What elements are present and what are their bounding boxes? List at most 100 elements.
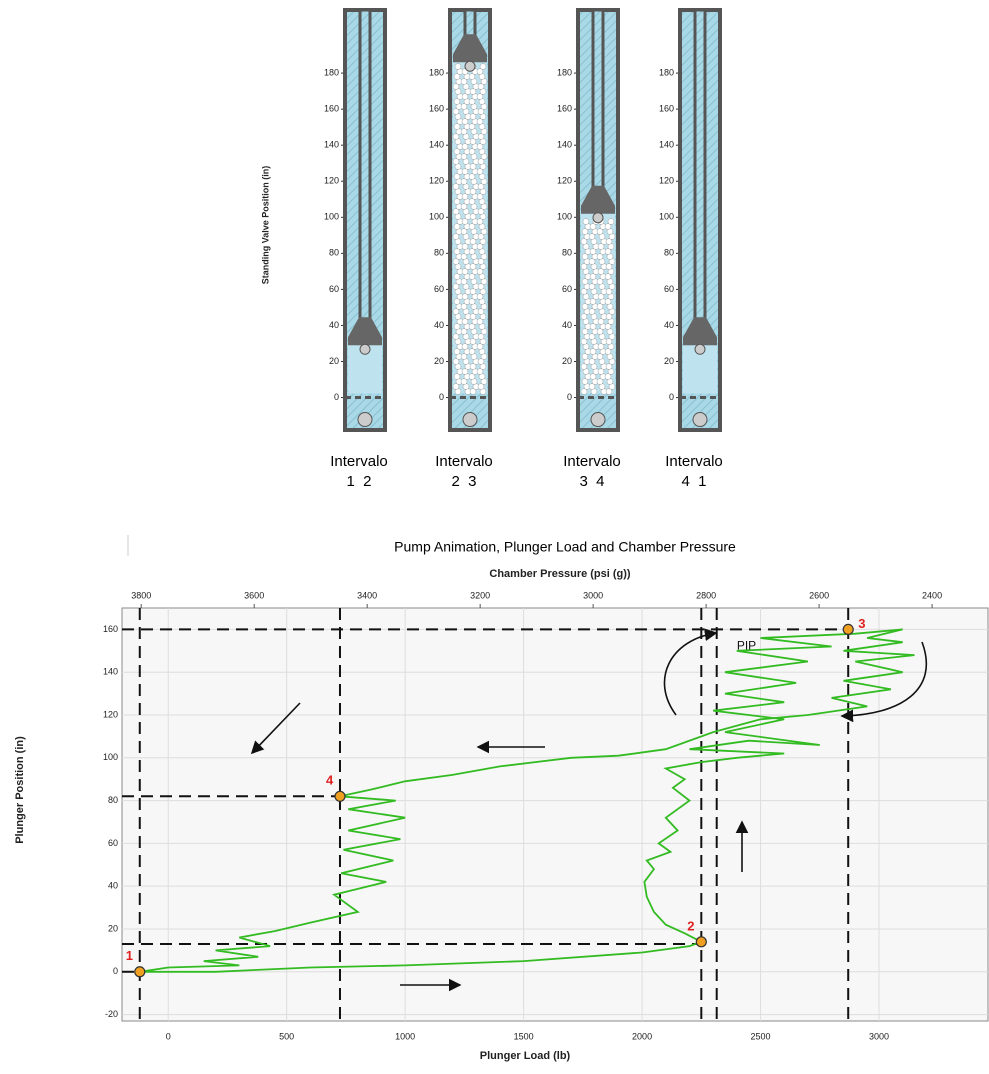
bubble bbox=[453, 148, 461, 155]
bubble bbox=[454, 63, 462, 70]
y-tick-label: 100 bbox=[557, 212, 572, 222]
panel-interval: 2 3 bbox=[451, 473, 476, 490]
bubble bbox=[453, 348, 461, 355]
bubble bbox=[460, 378, 468, 385]
y-tick-label: 140 bbox=[429, 140, 444, 150]
bubble bbox=[581, 328, 589, 335]
y-tick-label: 40 bbox=[664, 320, 674, 330]
key-point bbox=[842, 623, 854, 635]
arrow bbox=[663, 628, 718, 716]
bubble bbox=[581, 353, 589, 360]
x2-tick-label: 2600 bbox=[809, 590, 829, 600]
plot-area bbox=[121, 607, 989, 1022]
valve-ball bbox=[694, 343, 706, 355]
bubble bbox=[452, 233, 460, 240]
bubble bbox=[477, 233, 485, 240]
bubble bbox=[460, 153, 468, 160]
bubble bbox=[477, 283, 485, 290]
bubble bbox=[476, 118, 484, 125]
bubble bbox=[597, 293, 605, 300]
bubble bbox=[468, 323, 476, 330]
y-tick-label: 20 bbox=[562, 356, 572, 366]
bubble bbox=[596, 353, 604, 360]
bubble bbox=[452, 208, 460, 215]
panel-label: Intervalo bbox=[435, 453, 493, 470]
x2-tick-label: 3600 bbox=[244, 590, 264, 600]
valve-ball bbox=[464, 60, 476, 72]
bubble bbox=[452, 258, 460, 265]
valve-ball bbox=[592, 212, 604, 224]
panel-interval: 3 4 bbox=[579, 473, 604, 490]
y-tick-label: 60 bbox=[664, 284, 674, 294]
bubble bbox=[589, 223, 597, 230]
bubble bbox=[469, 138, 477, 145]
bubble bbox=[477, 383, 485, 390]
y-tick-label: 120 bbox=[429, 176, 444, 186]
bubble bbox=[469, 388, 477, 395]
bubble bbox=[469, 88, 477, 95]
bubble bbox=[479, 63, 487, 70]
bubble bbox=[580, 338, 588, 345]
x-tick-label: 2000 bbox=[632, 1031, 652, 1041]
bubble bbox=[477, 108, 485, 115]
bubble bbox=[580, 313, 588, 320]
arrow bbox=[840, 641, 928, 723]
standing-ball bbox=[692, 412, 708, 428]
y-tick-label: 140 bbox=[557, 140, 572, 150]
bubble bbox=[453, 173, 461, 180]
bubble bbox=[477, 358, 485, 365]
y-tick-label: 60 bbox=[329, 284, 339, 294]
bubble bbox=[460, 178, 468, 185]
bubble bbox=[597, 343, 605, 350]
bubble bbox=[453, 298, 461, 305]
x2-tick-label: 2800 bbox=[696, 590, 716, 600]
y-tick-label: 160 bbox=[659, 104, 674, 114]
bubble bbox=[605, 313, 613, 320]
bubble bbox=[588, 383, 596, 390]
y-tick-label: 80 bbox=[562, 248, 572, 258]
y-tick-label: 100 bbox=[659, 212, 674, 222]
bubble bbox=[476, 68, 484, 75]
bubble bbox=[588, 333, 596, 340]
bubble bbox=[580, 363, 588, 370]
bubble bbox=[460, 353, 468, 360]
y-tick-label: 40 bbox=[108, 881, 118, 891]
y-tick-label: 180 bbox=[557, 67, 572, 77]
y-tick-label: 80 bbox=[664, 248, 674, 258]
y-tick-label: 60 bbox=[434, 284, 444, 294]
y-tick-label: 100 bbox=[324, 212, 339, 222]
bubble bbox=[460, 328, 468, 335]
key-point-label: 3 bbox=[858, 616, 865, 631]
y-tick-label: 120 bbox=[324, 176, 339, 186]
y-tick-label: 40 bbox=[329, 320, 339, 330]
bubble bbox=[453, 273, 461, 280]
x-tick-label: 1000 bbox=[395, 1031, 415, 1041]
panel-interval: 1 2 bbox=[346, 473, 371, 490]
plunger bbox=[581, 185, 615, 214]
bubble bbox=[468, 173, 476, 180]
bubble bbox=[460, 78, 468, 85]
bubble bbox=[477, 333, 485, 340]
bubble bbox=[460, 253, 468, 260]
y-tick-label: 0 bbox=[113, 966, 118, 976]
key-point-label: 4 bbox=[326, 773, 334, 788]
x-tick-label: 0 bbox=[166, 1031, 171, 1041]
bubble bbox=[588, 308, 596, 315]
bubble bbox=[468, 73, 476, 80]
bubble bbox=[460, 278, 468, 285]
bubble bbox=[468, 298, 476, 305]
bubble bbox=[605, 288, 613, 295]
bubble bbox=[604, 273, 612, 280]
panel-interval: 4 1 bbox=[681, 473, 706, 490]
key-point bbox=[695, 936, 707, 948]
valve-ball bbox=[359, 343, 371, 355]
bubble bbox=[477, 258, 485, 265]
rod bbox=[463, 8, 477, 39]
bubble bbox=[461, 343, 469, 350]
bubble bbox=[469, 263, 477, 270]
plunger bbox=[348, 317, 382, 346]
bubble bbox=[453, 248, 461, 255]
bubble bbox=[580, 263, 588, 270]
bubble bbox=[476, 193, 484, 200]
